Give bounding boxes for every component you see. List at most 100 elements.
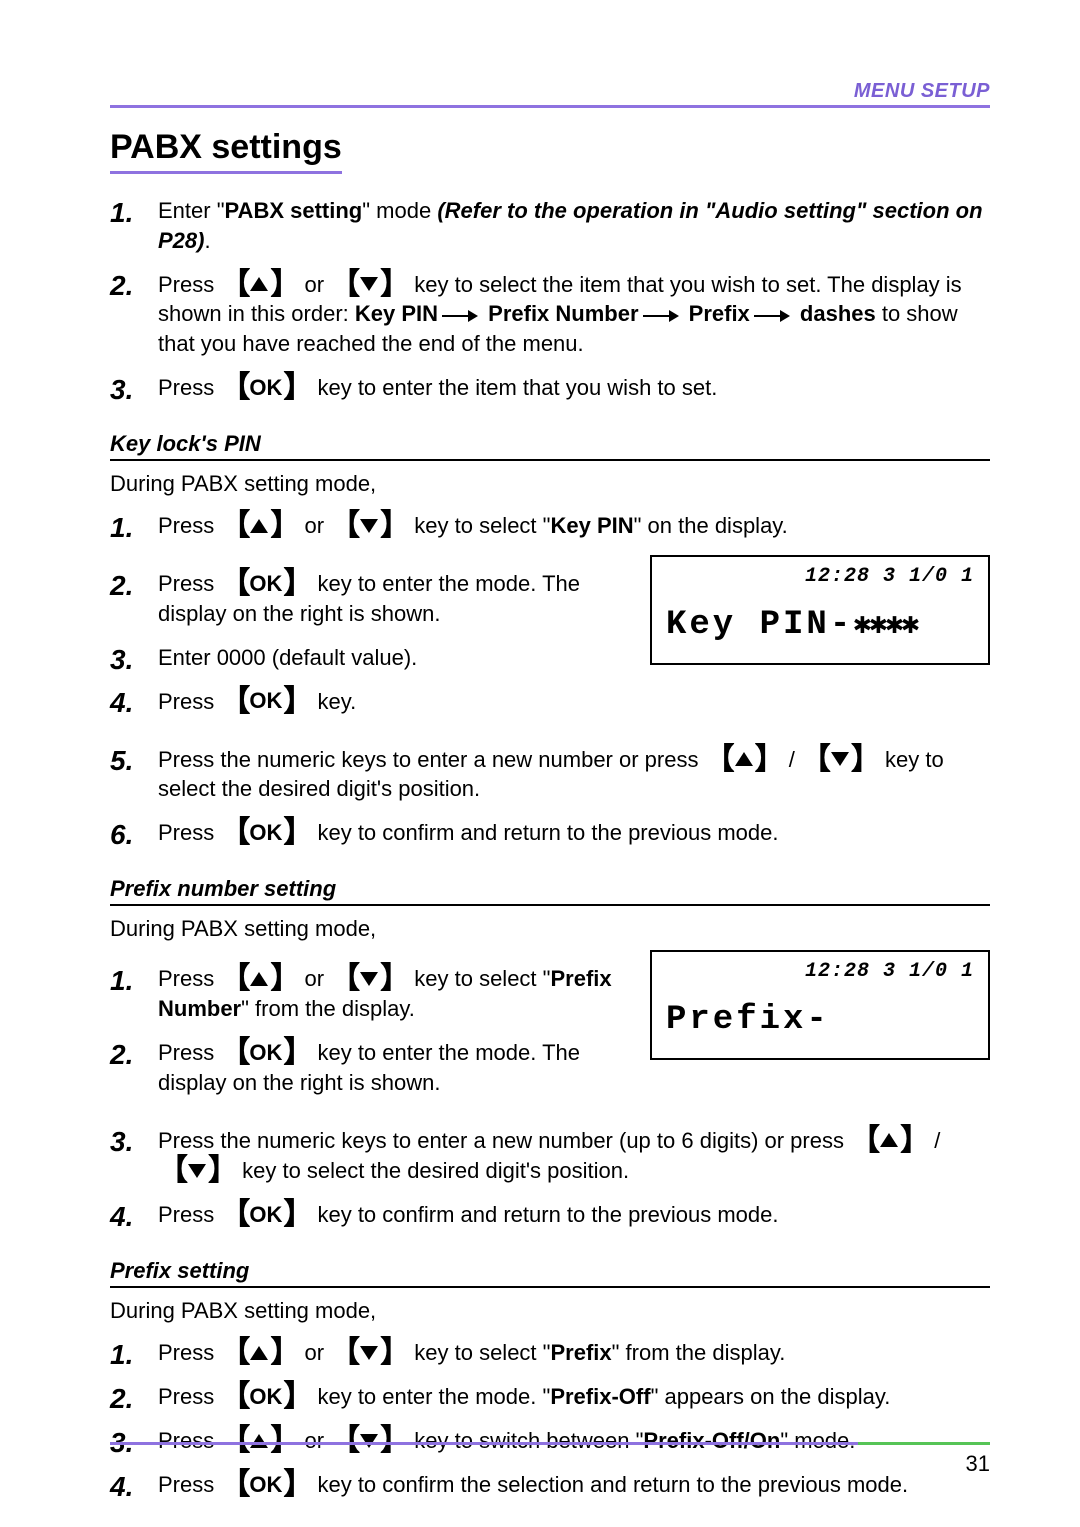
up-key-icon: 【】: [220, 1338, 298, 1368]
step-body: Press 【】 or 【】 key to select the item th…: [158, 272, 962, 356]
text-run: Prefix Number: [482, 301, 639, 326]
step-item: 1.Press 【】 or 【】 key to select "Prefix" …: [110, 1338, 990, 1368]
step-body: Press 【OK】 key to confirm and return to …: [158, 1202, 778, 1227]
down-key-icon: 【】: [158, 1156, 236, 1186]
text-run: Press: [158, 513, 220, 538]
text-run: or: [298, 272, 330, 297]
lcd-time: 12:28 3 1/0 1: [666, 960, 974, 983]
step-number: 3.: [110, 371, 150, 409]
lcd-display: 12:28 3 1/0 1 Prefix-: [650, 950, 990, 1060]
text-run: Press: [158, 571, 220, 596]
text-run: Press: [158, 1202, 220, 1227]
lcd-row-text: 1.Press 【】 or 【】 key to select "Prefix N…: [110, 950, 630, 1111]
text-run: Press: [158, 1040, 220, 1065]
down-key-icon: 【】: [330, 964, 408, 994]
text-run: key to select the desired digit's positi…: [236, 1158, 629, 1183]
step-item: 3.Press the numeric keys to enter a new …: [110, 1125, 990, 1185]
step-list: 5.Press the numeric keys to enter a new …: [110, 744, 990, 848]
step-number: 6.: [110, 816, 150, 854]
text-run: /: [928, 1128, 940, 1153]
step-item: 6.Press 【OK】 key to confirm and return t…: [110, 818, 990, 848]
text-run: key to enter the item that you wish to s…: [311, 375, 717, 400]
step-item: 1.Enter "PABX setting" mode (Refer to th…: [110, 196, 990, 255]
step-item: 1.Press 【】 or 【】 key to select "Key PIN"…: [110, 511, 990, 541]
lcd-main: Prefix-: [666, 1001, 974, 1039]
up-key-icon: 【】: [220, 269, 298, 299]
text-run: key to confirm and return to the previou…: [311, 1202, 778, 1227]
step-list: 2.Press 【OK】 key to enter the mode. The …: [110, 569, 630, 716]
lcd-row: 2.Press 【OK】 key to enter the mode. The …: [110, 555, 990, 730]
step-body: Press 【】 or 【】 key to select "Prefix Num…: [158, 966, 612, 1021]
down-key-icon: 【】: [801, 744, 879, 774]
ok-key-icon: 【OK】: [220, 686, 311, 716]
lcd-main: Key PIN-✱✱✱✱: [666, 606, 974, 644]
step-item: 2.Press 【OK】 key to enter the mode. The …: [110, 569, 630, 629]
down-key-icon: 【】: [330, 269, 408, 299]
subrule-prefixnum: [110, 904, 990, 906]
text-run: Press: [158, 1340, 220, 1365]
step-item: 2.Press 【OK】 key to enter the mode. "Pre…: [110, 1382, 990, 1412]
subrule-keypin: [110, 459, 990, 461]
intro-steps: 1.Enter "PABX setting" mode (Refer to th…: [110, 196, 990, 403]
up-key-icon: 【】: [850, 1125, 928, 1155]
step-number: 2.: [110, 267, 150, 305]
step-body: Enter 0000 (default value).: [158, 645, 417, 670]
lead-keypin: During PABX setting mode,: [110, 471, 990, 497]
ok-key-icon: 【OK】: [220, 569, 311, 599]
up-key-icon: 【】: [220, 964, 298, 994]
ok-key-icon: 【OK】: [220, 373, 311, 403]
step-number: 2.: [110, 1380, 150, 1418]
text-run: Press: [158, 1384, 220, 1409]
lcd-display: 12:28 3 1/0 1 Key PIN-✱✱✱✱: [650, 555, 990, 665]
step-number: 3.: [110, 641, 150, 679]
text-run: key to enter the mode. ": [311, 1384, 550, 1409]
step-number: 1.: [110, 509, 150, 547]
step-number: 2.: [110, 1036, 150, 1074]
text-run: Press: [158, 272, 220, 297]
text-run: key to select ": [408, 966, 550, 991]
subhead-keypin: Key lock's PIN: [110, 431, 990, 457]
step-number: 1.: [110, 194, 150, 232]
step-body: Press 【OK】 key to enter the mode. "Prefi…: [158, 1384, 890, 1409]
footer-rule: [110, 1442, 990, 1445]
step-list: 3.Press the numeric keys to enter a new …: [110, 1125, 990, 1229]
arrow-icon: [643, 311, 679, 321]
text-run: or: [298, 966, 330, 991]
text-run: /: [783, 747, 801, 772]
lcd-main-suf: ✱✱✱✱: [853, 609, 917, 643]
text-run: Prefix-Off: [550, 1384, 650, 1409]
text-run: Press: [158, 966, 220, 991]
page-number: 31: [110, 1451, 990, 1477]
text-run: " from the display.: [612, 1340, 786, 1365]
up-key-icon: 【】: [220, 511, 298, 541]
text-run: " on the display.: [634, 513, 788, 538]
page: MENU SETUP PABX settings 1.Enter "PABX s…: [0, 0, 1080, 1527]
lcd-time: 12:28 3 1/0 1: [666, 565, 974, 588]
step-number: 1.: [110, 1336, 150, 1374]
step-item: 4.Press 【OK】 key to confirm and return t…: [110, 1200, 990, 1230]
up-key-icon: 【】: [705, 744, 783, 774]
text-run: Press: [158, 689, 220, 714]
step-item: 3.Press 【OK】 key to enter the item that …: [110, 373, 990, 403]
step-item: 2.Press 【】 or 【】 key to select the item …: [110, 269, 990, 358]
step-number: 3.: [110, 1123, 150, 1161]
arrow-icon: [442, 311, 478, 321]
step-number: 4.: [110, 1198, 150, 1236]
lead-prefix: During PABX setting mode,: [110, 1298, 990, 1324]
step-body: Press the numeric keys to enter a new nu…: [158, 1128, 940, 1183]
text-run: Prefix: [550, 1340, 611, 1365]
arrow-icon: [754, 311, 790, 321]
page-title: PABX settings: [110, 128, 342, 174]
text-run: key.: [311, 689, 356, 714]
step-body: Press the numeric keys to enter a new nu…: [158, 747, 944, 802]
step-body: Press 【OK】 key.: [158, 689, 356, 714]
header-label: MENU SETUP: [110, 80, 990, 103]
text-run: .: [204, 228, 210, 253]
ok-key-icon: 【OK】: [220, 1038, 311, 1068]
text-run: " from the display.: [241, 996, 415, 1021]
step-number: 5.: [110, 742, 150, 780]
text-run: Press: [158, 820, 220, 845]
subhead-prefix: Prefix setting: [110, 1258, 990, 1284]
text-run: or: [298, 513, 330, 538]
step-item: 3.Enter 0000 (default value).: [110, 643, 630, 673]
